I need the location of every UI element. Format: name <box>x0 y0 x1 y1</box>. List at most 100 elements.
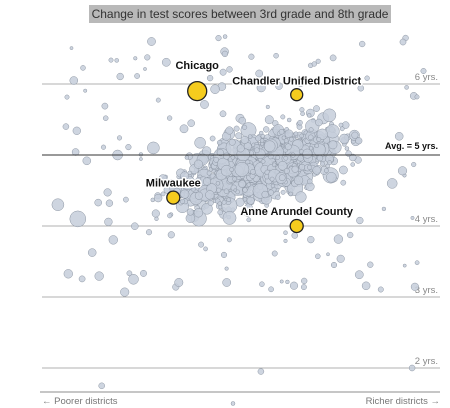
district-dot-1088 <box>263 140 276 152</box>
district-dot-1136 <box>151 209 160 218</box>
district-dot-1206 <box>420 68 427 74</box>
district-dot-1250 <box>69 46 74 50</box>
chart-title-background <box>89 5 391 23</box>
district-dot-949 <box>316 155 324 162</box>
district-dot-1190 <box>414 260 420 266</box>
highlight-label-1: Chandler Unified District <box>232 76 361 88</box>
district-dot-1211 <box>313 105 320 112</box>
district-dot-594 <box>350 162 355 167</box>
district-dot-1182 <box>291 232 299 239</box>
district-dot-1125 <box>356 216 364 225</box>
district-dot-821 <box>295 191 307 203</box>
district-dot-1203 <box>312 166 321 175</box>
district-dot-1140 <box>289 281 299 290</box>
district-dot-1204 <box>103 188 112 197</box>
district-dot-1246 <box>273 52 279 59</box>
district-dot-1092 <box>250 168 256 175</box>
district-dot-1106 <box>108 57 114 63</box>
district-dot-1094 <box>244 210 251 218</box>
district-dot-1129 <box>125 144 132 151</box>
district-dot-1122 <box>359 40 366 48</box>
district-dot-1172 <box>285 279 290 285</box>
district-dot-1157 <box>367 261 374 268</box>
district-dot-967 <box>209 135 216 142</box>
district-dot-1100 <box>222 278 232 287</box>
district-dot-33 <box>286 117 292 123</box>
district-dot-942 <box>326 172 337 183</box>
district-dot-1173 <box>87 248 97 257</box>
district-dot-463 <box>339 126 345 132</box>
district-dot-1169 <box>215 35 222 42</box>
district-dot-1097 <box>205 190 215 200</box>
district-dot-683 <box>235 132 243 140</box>
district-dot-1256 <box>128 274 139 285</box>
district-dot-1233 <box>267 189 275 196</box>
district-dot-819 <box>206 170 212 176</box>
district-dot-1235 <box>399 38 407 46</box>
highlight-dot-3 <box>289 218 304 234</box>
district-dot-1130 <box>155 97 161 103</box>
district-dot-508 <box>349 153 357 162</box>
district-dot-1150 <box>333 234 344 244</box>
x-axis-label-right: Richer districts → <box>366 396 440 407</box>
district-dot-930 <box>242 197 248 202</box>
district-dot-1112 <box>200 100 209 109</box>
district-dot-1045 <box>277 160 288 171</box>
district-dot-113 <box>160 191 166 197</box>
district-dot-1131 <box>256 83 266 93</box>
district-dot-1241 <box>265 104 270 109</box>
highlight-dot-1 <box>290 88 304 102</box>
district-dot-1230 <box>120 287 130 297</box>
district-dot-1143 <box>308 127 314 133</box>
y-tick-label: 4 yrs. <box>415 214 438 225</box>
district-dot-1127 <box>402 263 407 268</box>
district-dot-1063 <box>316 128 328 140</box>
district-dot-1099 <box>226 197 231 202</box>
district-dot-1137 <box>377 286 384 293</box>
district-dot-1162 <box>161 57 171 67</box>
district-dot-904 <box>345 150 352 157</box>
district-dot-1251 <box>72 126 81 135</box>
district-dot-1056 <box>246 182 252 187</box>
district-dot-1184 <box>114 58 119 63</box>
y-tick-label: 6 yrs. <box>415 72 438 83</box>
district-dot-1105 <box>233 188 237 192</box>
district-dot-1152 <box>219 110 227 118</box>
district-dot-1064 <box>327 160 332 165</box>
district-dot-1071 <box>180 171 189 181</box>
district-dot-1138 <box>83 88 88 93</box>
district-dot-307 <box>233 125 240 132</box>
district-dot-1171 <box>315 118 323 127</box>
district-dot-1201 <box>226 66 233 73</box>
district-dot-908 <box>339 133 350 144</box>
district-dot-1044 <box>275 155 281 160</box>
district-dot-515 <box>339 165 348 175</box>
district-dot-1185 <box>226 237 232 243</box>
district-dot-1226 <box>330 261 338 269</box>
district-dot-1224 <box>71 148 80 156</box>
district-dot-1214 <box>301 277 308 285</box>
district-dot-1259 <box>69 76 79 85</box>
district-dot-1070 <box>293 175 304 185</box>
district-dot-1079 <box>288 136 294 142</box>
district-dot-1111 <box>94 271 104 281</box>
district-dot-861 <box>195 177 202 183</box>
district-dot-1221 <box>207 200 214 206</box>
district-dot-1178 <box>158 174 168 184</box>
district-dot-1210 <box>123 196 129 203</box>
district-dot-1118 <box>104 217 113 227</box>
district-dot-1163 <box>283 238 288 243</box>
district-dot-1087 <box>278 174 286 182</box>
district-dot-1193 <box>253 147 260 154</box>
chart-title: Change in test scores between 3rd grade … <box>92 7 389 21</box>
highlight-dot-2 <box>166 190 181 205</box>
y-tick-label: 3 yrs. <box>415 285 438 296</box>
district-dot-927 <box>299 133 304 139</box>
district-dot-1146 <box>275 82 283 90</box>
district-dot-1019 <box>167 213 173 219</box>
highlight-dot-0 <box>187 80 208 102</box>
district-dot-726 <box>275 194 281 200</box>
district-dot-1194 <box>126 270 133 277</box>
district-dot-1047 <box>283 155 289 161</box>
district-dot-1065 <box>223 152 230 160</box>
